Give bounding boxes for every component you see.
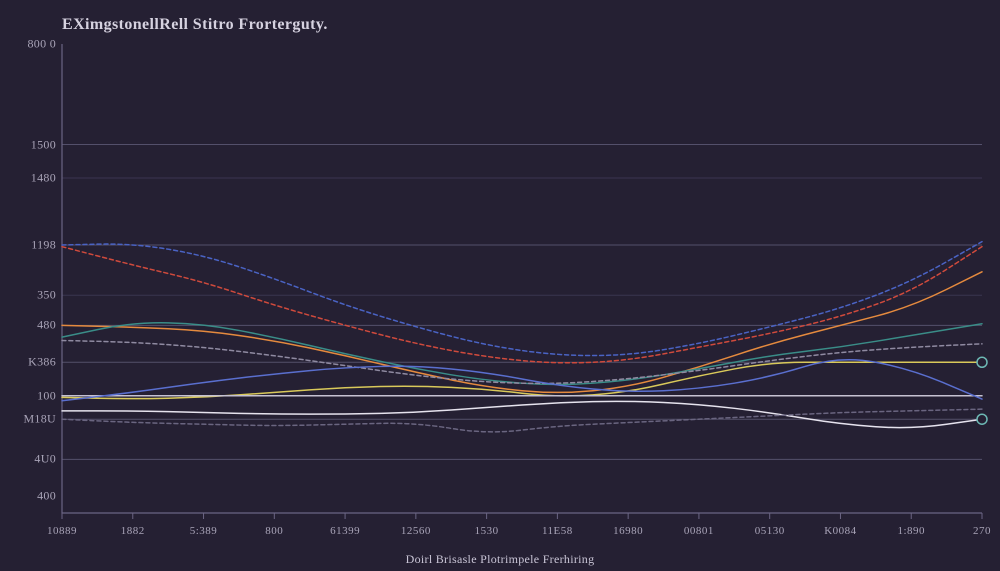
chart-container: EXimgstonellRell Stitro Frorterguty. 800… xyxy=(0,0,1000,571)
x-axis-labels: 1088918825:3898006139912560153011E581698… xyxy=(62,525,982,545)
y-axis-labels: 800 0 1500 1480 1198 350 480 K386 100 M18U 4U0 400 xyxy=(0,0,62,571)
y-tick-label: 4U0 xyxy=(34,452,56,467)
x-axis-title: Doirl Brisasle Plotrimpele Frerhiring xyxy=(0,552,1000,567)
series-s5-yellow xyxy=(62,362,982,398)
chart-svg xyxy=(62,44,982,513)
series-s2-orange xyxy=(62,272,982,393)
x-tick-label: 00801 xyxy=(684,525,714,537)
series-s8-blue xyxy=(62,360,982,401)
y-tick-label: 480 xyxy=(37,318,56,333)
series-s10-blue-dashed xyxy=(62,242,982,356)
y-tick-label: M18U xyxy=(23,412,56,427)
y-tick-label: 1198 xyxy=(31,238,56,253)
chart-title: EXimgstonellRell Stitro Frorterguty. xyxy=(62,16,328,34)
x-tick-label: 12560 xyxy=(401,525,431,537)
x-tick-label: 11E58 xyxy=(542,525,573,537)
series-s7-white-curve xyxy=(62,401,982,427)
y-tick-label: 1500 xyxy=(31,137,56,152)
x-tick-label: 10889 xyxy=(47,525,77,537)
y-tick-label: 1480 xyxy=(31,171,56,186)
x-tick-label: 1530 xyxy=(475,525,499,537)
x-tick-label: 800 xyxy=(265,525,283,537)
x-tick-label: 270 xyxy=(973,525,991,537)
x-tick-label: 1882 xyxy=(121,525,145,537)
x-tick-label: 05130 xyxy=(755,525,785,537)
y-tick-label: 400 xyxy=(37,489,56,504)
x-tick-label: 5:389 xyxy=(190,525,218,537)
series-s1-red-dashed xyxy=(62,247,982,363)
x-tick-label: 1:890 xyxy=(897,525,925,537)
plot-area xyxy=(62,44,982,513)
series-s3-teal xyxy=(62,323,982,385)
y-tick-label: 350 xyxy=(37,288,56,303)
y-tick-label: K386 xyxy=(28,355,56,370)
x-tick-label: 16980 xyxy=(613,525,643,537)
x-tick-label: K0084 xyxy=(824,525,856,537)
y-tick-label: 100 xyxy=(37,388,56,403)
y-tick-label: 800 0 xyxy=(28,37,57,52)
x-tick-label: 61399 xyxy=(330,525,360,537)
